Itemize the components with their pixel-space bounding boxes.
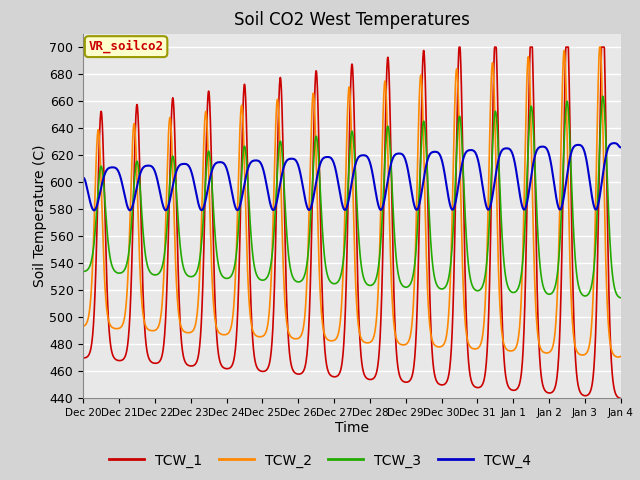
Line: TCW_2: TCW_2 — [83, 47, 621, 357]
Legend: TCW_1, TCW_2, TCW_3, TCW_4: TCW_1, TCW_2, TCW_3, TCW_4 — [104, 448, 536, 473]
TCW_1 — [326, 372, 334, 378]
TCW_3 — [602, 121, 609, 127]
TCW_1 — [455, 44, 463, 50]
TCW_2 — [602, 236, 609, 241]
Text: VR_soilco2: VR_soilco2 — [88, 40, 164, 53]
TCW_4 — [602, 157, 609, 163]
X-axis label: Time: Time — [335, 421, 369, 435]
Line: TCW_3: TCW_3 — [83, 96, 621, 298]
TCW_3 — [107, 257, 115, 263]
TCW_4 — [79, 175, 87, 180]
Y-axis label: Soil Temperature (C): Soil Temperature (C) — [33, 145, 47, 287]
TCW_1 — [107, 343, 115, 348]
Line: TCW_4: TCW_4 — [83, 143, 621, 210]
TCW_3 — [502, 278, 510, 284]
TCW_2 — [602, 246, 609, 252]
TCW_2 — [79, 324, 87, 329]
TCW_3 — [326, 279, 334, 285]
TCW_1 — [340, 326, 348, 332]
TCW_2 — [614, 354, 622, 360]
TCW_1 — [617, 396, 625, 401]
TCW_3 — [79, 268, 87, 274]
TCW_1 — [79, 355, 87, 361]
Line: TCW_1: TCW_1 — [83, 47, 621, 398]
TCW_3 — [617, 295, 625, 300]
TCW_1 — [602, 99, 609, 105]
TCW_4 — [107, 165, 115, 170]
TCW_2 — [107, 323, 115, 328]
TCW_2 — [340, 219, 348, 225]
TCW_4 — [617, 144, 625, 150]
TCW_1 — [602, 84, 609, 90]
TCW_4 — [602, 156, 609, 161]
TCW_3 — [602, 128, 609, 133]
TCW_3 — [340, 243, 348, 249]
TCW_4 — [327, 155, 335, 161]
TCW_4 — [610, 140, 618, 146]
TCW_4 — [341, 207, 349, 213]
TCW_4 — [503, 145, 511, 151]
TCW_4 — [90, 207, 98, 213]
TCW_3 — [599, 94, 607, 99]
TCW_1 — [503, 379, 511, 385]
TCW_2 — [502, 347, 510, 352]
TCW_2 — [596, 44, 604, 50]
TCW_2 — [326, 338, 334, 344]
Title: Soil CO2 West Temperatures: Soil CO2 West Temperatures — [234, 11, 470, 29]
TCW_2 — [617, 354, 625, 360]
